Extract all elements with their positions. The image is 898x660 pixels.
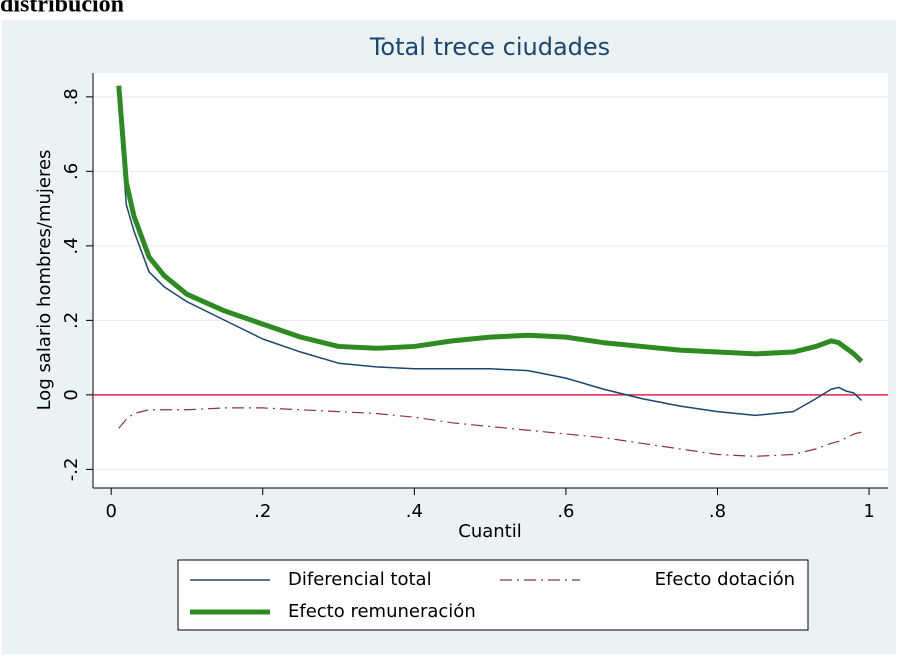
y-tick-label: .2 — [61, 312, 82, 329]
x-tick-label: .4 — [406, 501, 423, 522]
y-tick-label: .8 — [61, 88, 82, 105]
y-tick-label: 0 — [61, 389, 82, 400]
plot-region — [93, 73, 888, 488]
legend-box — [177, 559, 809, 631]
x-tick-label: .2 — [254, 501, 271, 522]
x-tick-label: 0 — [105, 501, 116, 522]
x-tick-label: 1 — [863, 501, 874, 522]
x-tick-label: .8 — [709, 501, 726, 522]
chart-title: Total trece ciudades — [369, 33, 610, 61]
legend-label: Diferencial total — [288, 569, 432, 590]
legend-label: Efecto remuneración — [288, 601, 476, 622]
series-line — [116, 85, 864, 364]
y-tick-label: .6 — [61, 163, 82, 180]
x-tick-label: .6 — [557, 501, 574, 522]
y-tick-label: .4 — [61, 237, 82, 254]
series-line — [118, 104, 863, 417]
y-tick-label: -.2 — [61, 458, 82, 482]
caption: distribución — [0, 0, 124, 18]
y-axis-label: Log salario hombres/mujeres — [34, 150, 55, 411]
legend-label: Efecto dotación — [655, 569, 795, 590]
x-axis-label: Cuantil — [458, 521, 521, 542]
